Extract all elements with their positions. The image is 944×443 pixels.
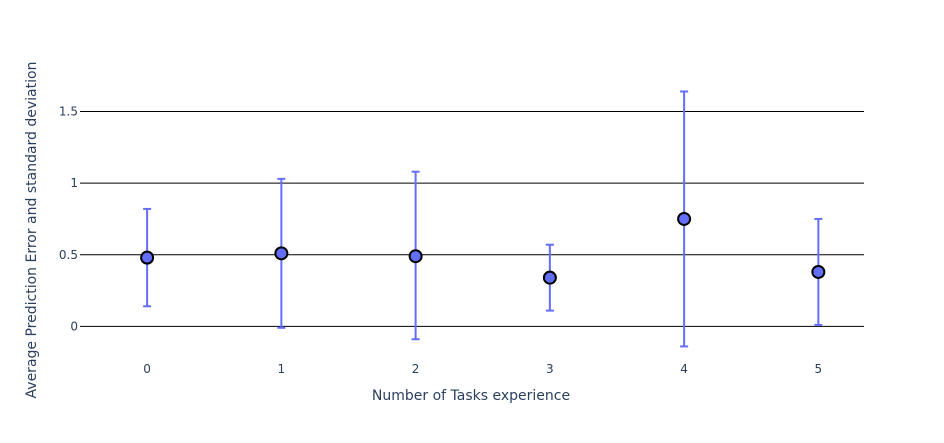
error-bars xyxy=(143,90,823,348)
data-point[interactable] xyxy=(408,249,423,264)
x-tick-label: 3 xyxy=(546,362,554,376)
x-tick-label: 4 xyxy=(680,362,688,376)
grid-layer xyxy=(80,111,864,327)
x-tick-label: 5 xyxy=(815,362,823,376)
y-tick-label: 1.5 xyxy=(59,105,78,119)
x-tick-labels: 0 1 2 3 4 5 xyxy=(143,362,822,376)
y-tick-label: 0 xyxy=(70,319,78,333)
data-point[interactable] xyxy=(274,246,289,261)
x-tick-label: 1 xyxy=(278,362,286,376)
data-point[interactable] xyxy=(677,211,692,226)
y-axis-title: Average Prediction Error and standard de… xyxy=(24,62,40,399)
x-tick-label: 2 xyxy=(412,362,420,376)
x-axis-title: Number of Tasks experience xyxy=(372,388,570,404)
y-tick-labels: 0 0.5 1 1.5 xyxy=(59,105,78,334)
data-points xyxy=(140,211,826,285)
data-point[interactable] xyxy=(140,250,155,265)
y-tick-label: 0.5 xyxy=(59,248,78,262)
data-point[interactable] xyxy=(811,264,826,279)
y-tick-label: 1 xyxy=(70,176,78,190)
x-tick-label: 0 xyxy=(143,362,151,376)
data-point[interactable] xyxy=(542,270,557,285)
